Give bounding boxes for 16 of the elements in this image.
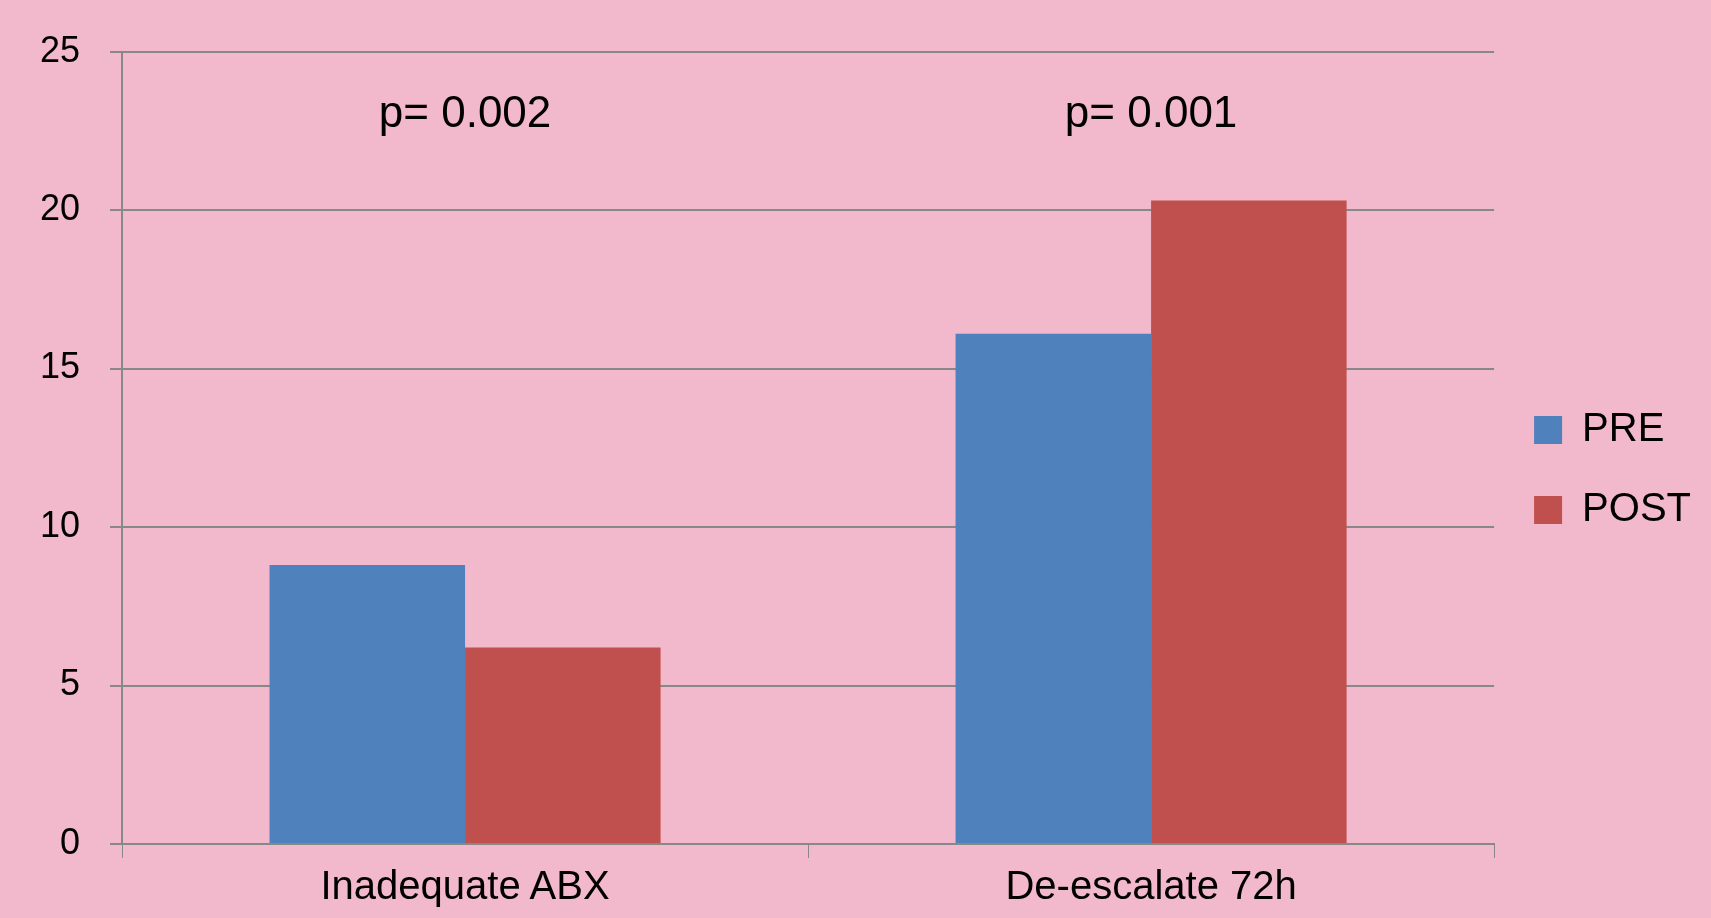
bar: [465, 647, 661, 843]
legend-label: POST: [1582, 485, 1691, 530]
y-tick-label: 15: [40, 345, 81, 387]
x-tick-label: Inadequate ABX: [320, 863, 610, 908]
y-tick-label: 10: [40, 503, 81, 545]
annotation: p= 0.002: [378, 87, 552, 137]
y-tick-label: 25: [40, 28, 81, 70]
y-tick-label: 5: [60, 662, 81, 704]
bar: [955, 333, 1152, 843]
annotation: p= 0.001: [1064, 87, 1238, 137]
x-tick-label: De-escalate 72h: [1005, 863, 1297, 908]
y-tick-label: 20: [40, 187, 81, 228]
legend-label: PRE: [1582, 405, 1665, 450]
y-tick-label: 0: [60, 820, 81, 862]
bar: [1151, 200, 1347, 843]
bar: [269, 565, 466, 843]
